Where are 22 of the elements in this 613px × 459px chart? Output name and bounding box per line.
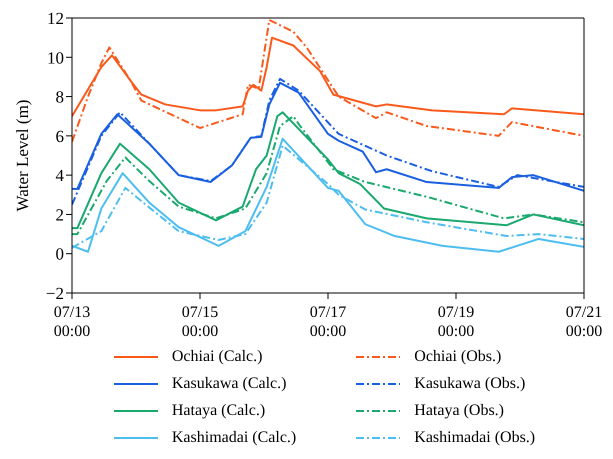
legend-label: Hataya (Obs.)	[414, 402, 504, 420]
legend-label: Kashimadai (Calc.)	[172, 428, 296, 446]
x-tick-label: 07/17 00:00	[310, 304, 346, 340]
x-tick-label: 07/15 00:00	[182, 304, 218, 340]
y-tick-label: 4	[56, 166, 64, 186]
y-tick-label: 6	[56, 126, 64, 146]
x-tick-label: 07/19 00:00	[438, 304, 474, 340]
y-tick-label: 10	[47, 48, 64, 68]
legend-label: Kashimadai (Obs.)	[414, 428, 536, 446]
legend-label: Hataya (Calc.)	[172, 402, 266, 420]
legend-label: Kasukawa (Calc.)	[172, 374, 286, 392]
y-tick-label: −2	[46, 284, 64, 304]
y-tick-label: 0	[56, 244, 64, 264]
y-axis-title: Water Level (m)	[13, 100, 32, 212]
legend-label: Ochiai (Obs.)	[414, 348, 502, 366]
x-tick-label: 07/21 00:00	[566, 304, 602, 340]
y-tick-label: 12	[47, 9, 64, 28]
legend-label: Kasukawa (Obs.)	[414, 374, 526, 392]
legend-label: Ochiai (Calc.)	[172, 348, 262, 366]
y-tick-label: 2	[56, 205, 64, 224]
x-tick-label: 07/13 00:00	[54, 304, 90, 340]
y-tick-label: 8	[56, 88, 64, 107]
